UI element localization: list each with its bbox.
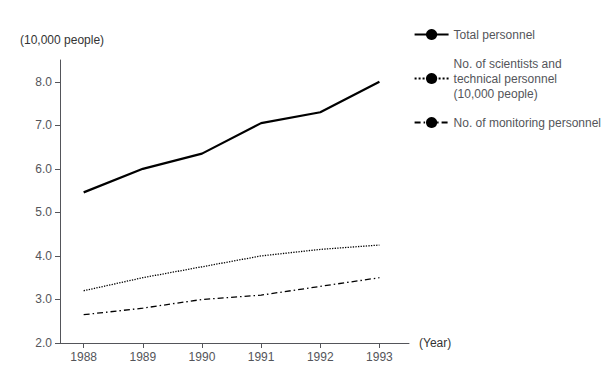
svg-text:2.0: 2.0 (35, 336, 52, 350)
svg-text:No. of scientists and: No. of scientists and (454, 57, 562, 71)
svg-text:1993: 1993 (366, 350, 393, 364)
svg-text:1990: 1990 (189, 350, 216, 364)
svg-text:No. of monitoring personnel: No. of monitoring personnel (454, 116, 601, 130)
svg-text:7.0: 7.0 (35, 118, 52, 132)
svg-text:technical personnel: technical personnel (454, 72, 557, 86)
svg-text:4.0: 4.0 (35, 249, 52, 263)
svg-text:6.0: 6.0 (35, 162, 52, 176)
svg-text:(10,000 people): (10,000 people) (20, 33, 104, 47)
svg-text:1991: 1991 (248, 350, 275, 364)
svg-text:1988: 1988 (70, 350, 97, 364)
svg-text:(Year): (Year) (419, 336, 451, 350)
svg-text:1992: 1992 (307, 350, 334, 364)
svg-text:1989: 1989 (129, 350, 156, 364)
svg-text:5.0: 5.0 (35, 205, 52, 219)
svg-text:Total personnel: Total personnel (454, 28, 535, 42)
svg-text:8.0: 8.0 (35, 75, 52, 89)
svg-text:3.0: 3.0 (35, 292, 52, 306)
svg-text:(10,000 people): (10,000 people) (454, 87, 538, 101)
